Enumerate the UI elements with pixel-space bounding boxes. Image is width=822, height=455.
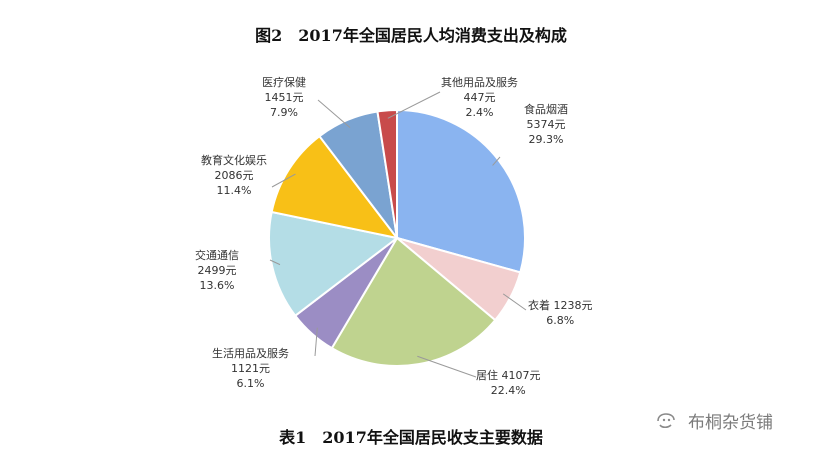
slice-label-healthcare: 医疗保健 1451元 7.9% [262, 75, 306, 120]
slice-percent: 6.1% [236, 377, 265, 390]
slice-name: 生活用品及服务 [212, 347, 289, 360]
slice-percent: 6.8% [546, 314, 575, 327]
slice-other [376, 108, 398, 239]
slice-food [396, 108, 526, 274]
slice-name: 衣着 [528, 299, 550, 312]
leader-line [492, 156, 501, 166]
watermark: 布桐杂货铺 [656, 408, 773, 433]
leader-line [417, 355, 477, 378]
slice-value: 1121元 [231, 362, 270, 375]
slice-value: 447元 [463, 91, 496, 104]
leader-line [502, 293, 527, 311]
leader-line [317, 99, 351, 128]
slice-label-other: 其他用品及服务 447元 2.4% [441, 75, 518, 120]
slice-percent: 22.4% [490, 384, 526, 397]
slice-percent: 13.6% [199, 279, 235, 292]
slice-name: 其他用品及服务 [441, 76, 518, 89]
watermark-text: 布桐杂货铺 [688, 413, 773, 433]
leader-line [269, 259, 281, 266]
slice-label-transport: 交通通信 2499元 13.6% [195, 248, 239, 293]
slice-value: 2086元 [214, 169, 254, 182]
leader-line [387, 91, 441, 119]
slice-label-clothing: 衣着 1238元 6.8% [528, 298, 593, 328]
slice-percent: 11.4% [216, 184, 252, 197]
slice-percent: 7.9% [270, 106, 298, 119]
slice-value: 2499元 [197, 264, 237, 277]
figure-title: 图2 2017年全国居民人均消费支出及构成 [255, 26, 567, 45]
slice-value: 1238元 [553, 299, 593, 312]
slice-percent: 29.3% [528, 133, 564, 146]
leader-line [314, 327, 318, 357]
slice-name: 教育文化娱乐 [201, 154, 267, 167]
slice-label-housing: 居住 4107元 22.4% [476, 368, 541, 398]
slice-education [270, 134, 400, 240]
slice-name: 交通通信 [195, 249, 239, 262]
slice-percent: 2.4% [465, 106, 494, 119]
slice-transport [268, 210, 400, 318]
slice-label-food: 食品烟酒 5374元 29.3% [524, 102, 568, 147]
table-title: 表1 2017年全国居民收支主要数据 [279, 428, 543, 447]
wechat-icon [657, 412, 675, 428]
slice-name: 医疗保健 [262, 76, 306, 89]
slice-label-education: 教育文化娱乐 2086元 11.4% [201, 153, 267, 198]
slice-housing [330, 236, 497, 367]
slice-name: 居住 [476, 369, 498, 382]
slice-value: 4107元 [501, 369, 541, 382]
slice-value: 5374元 [526, 118, 566, 131]
slice-name: 食品烟酒 [524, 103, 568, 116]
slice-label-daily-goods: 生活用品及服务 1121元 6.1% [212, 346, 289, 391]
leader-line [271, 173, 296, 188]
slice-value: 1451元 [264, 91, 304, 104]
